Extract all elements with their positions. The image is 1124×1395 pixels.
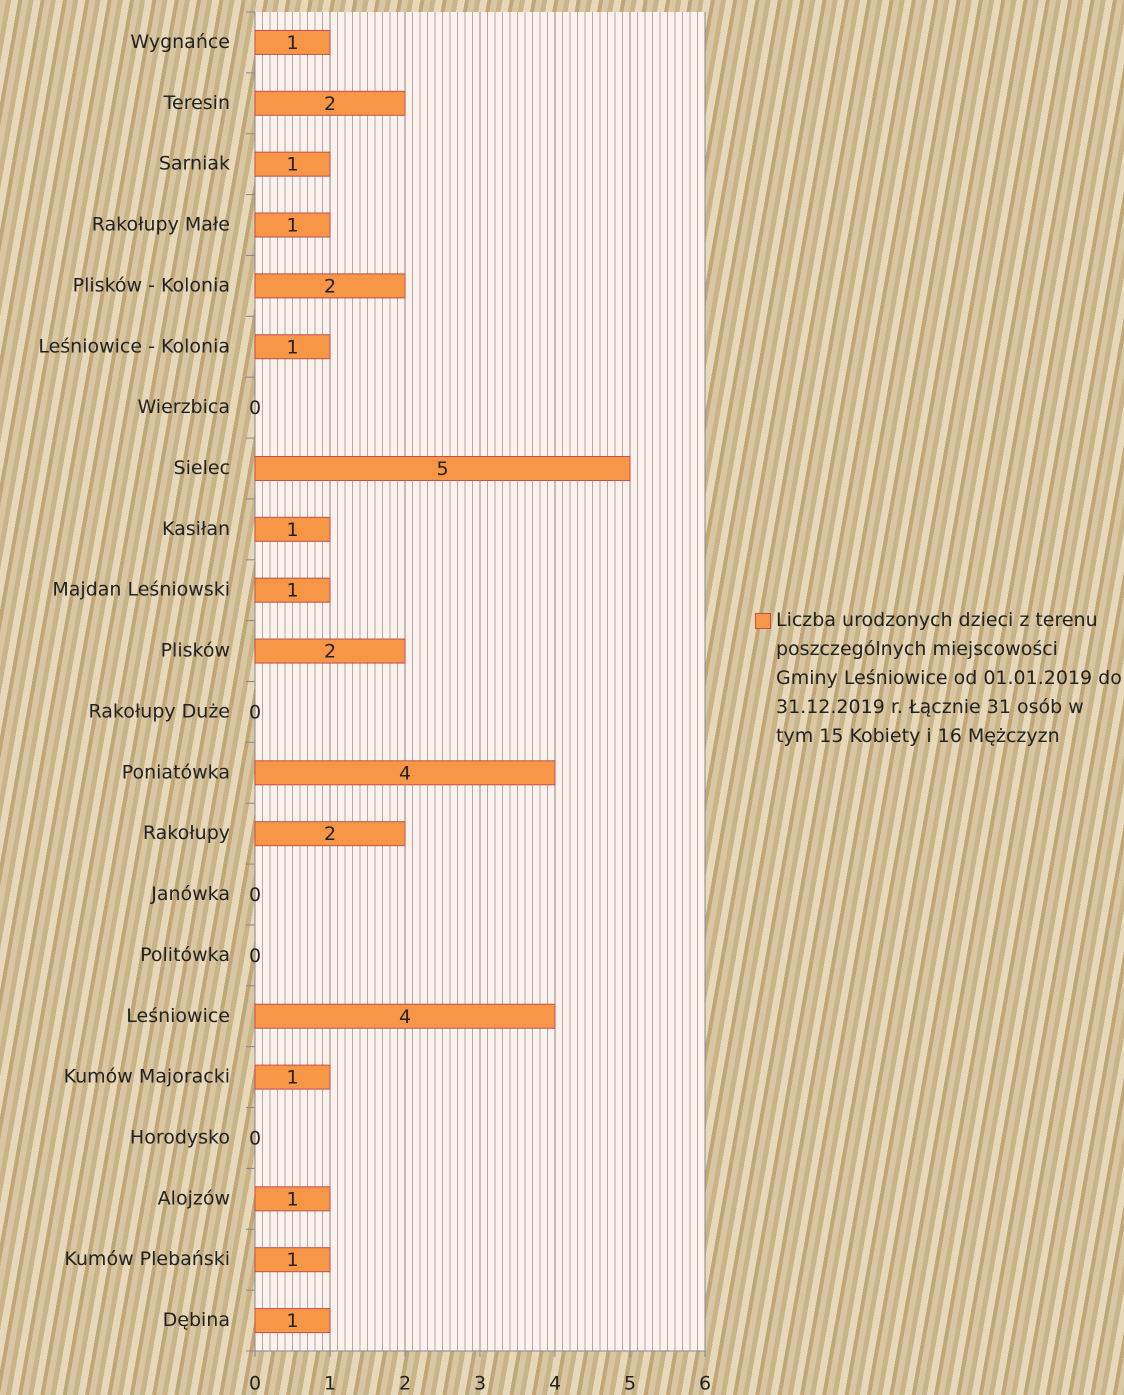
value-label: 0 [249, 397, 261, 419]
legend: Liczba urodzonych dzieci z terenu poszcz… [755, 606, 1124, 751]
x-tick-label: 0 [249, 1373, 261, 1395]
y-tick-label: Poniatówka [122, 761, 230, 783]
y-tick-label: Plisków [161, 640, 230, 662]
value-label: 1 [286, 32, 298, 54]
value-label: 2 [324, 275, 336, 297]
legend-label: Liczba urodzonych dzieci z terenu poszcz… [776, 609, 1122, 747]
value-label: 1 [286, 336, 298, 358]
bar [254, 29, 331, 55]
x-tick-label: 3 [474, 1373, 486, 1395]
bar [254, 1003, 556, 1029]
value-label: 2 [324, 641, 336, 663]
value-label: 1 [286, 1188, 298, 1210]
y-tick-label: Kumów Plebański [64, 1248, 230, 1270]
bar [254, 90, 406, 116]
value-label: 0 [249, 1127, 261, 1149]
y-tick-label: Rakołupy Małe [92, 214, 230, 236]
value-label: 0 [249, 884, 261, 906]
x-tick-label: 2 [399, 1373, 411, 1395]
y-tick-label: Teresin [163, 92, 230, 114]
value-label: 1 [286, 519, 298, 541]
bar [254, 1247, 331, 1273]
bar [254, 212, 331, 238]
value-label: 1 [286, 580, 298, 602]
y-tick-label: Alojzów [158, 1187, 230, 1209]
bar [254, 334, 331, 360]
value-label: 2 [324, 93, 336, 115]
y-tick-label: Wierzbica [137, 396, 230, 418]
bar [254, 577, 331, 603]
y-tick-label: Politówka [140, 944, 230, 966]
value-label: 0 [249, 945, 261, 967]
bar [254, 1064, 331, 1090]
value-label: 0 [249, 701, 261, 723]
value-label: 1 [286, 1067, 298, 1089]
y-tick-label: Kumów Majoracki [64, 1066, 230, 1088]
value-label: 4 [399, 1006, 411, 1028]
value-label: 2 [324, 823, 336, 845]
y-tick-label: Sarniak [159, 153, 230, 175]
y-tick-label: Rakołupy Duże [89, 700, 231, 722]
y-tick-label: Sielec [174, 457, 230, 479]
value-label: 1 [286, 154, 298, 176]
x-tick-label: 1 [324, 1373, 336, 1395]
x-tick-label: 6 [699, 1373, 711, 1395]
y-tick-label: Leśniowice - Kolonia [38, 335, 230, 357]
bar [254, 1308, 331, 1334]
y-tick-label: Horodysko [130, 1126, 230, 1148]
bar [254, 516, 331, 542]
value-label: 5 [436, 458, 448, 480]
value-label: 4 [399, 762, 411, 784]
bar [254, 273, 406, 299]
bar [254, 1186, 331, 1212]
bar [254, 821, 406, 847]
legend-swatch [755, 613, 771, 629]
x-tick-label: 5 [624, 1373, 636, 1395]
y-tick-label: Dębina [163, 1309, 230, 1331]
y-tick-label: Majdan Leśniowski [52, 579, 230, 601]
value-label: 1 [286, 1310, 298, 1332]
bar [254, 638, 406, 664]
y-tick-label: Kasiłan [162, 518, 230, 540]
bar [254, 151, 331, 177]
bar [254, 760, 556, 786]
x-tick-label: 4 [549, 1373, 561, 1395]
y-tick-label: Plisków - Kolonia [73, 274, 230, 296]
y-tick-label: Rakołupy [143, 822, 230, 844]
value-label: 1 [286, 1249, 298, 1271]
bar [254, 455, 631, 481]
y-tick-label: Leśniowice [126, 1005, 230, 1027]
y-tick-label: Wygnańce [130, 31, 230, 53]
y-tick-label: Janówka [150, 883, 230, 905]
value-label: 1 [286, 215, 298, 237]
